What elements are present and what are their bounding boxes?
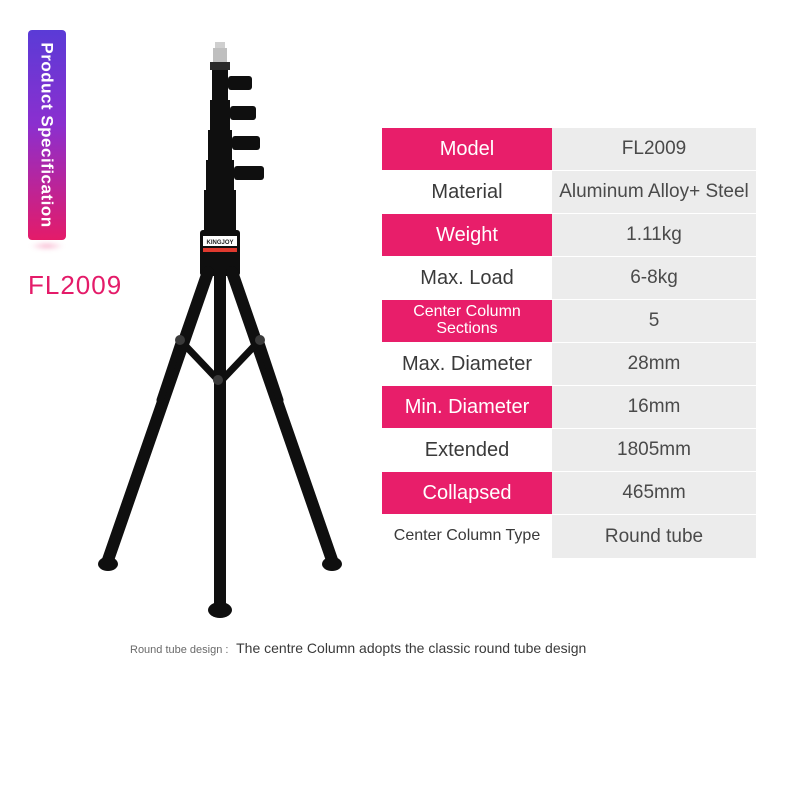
spec-label: Max. Load: [382, 257, 552, 299]
spec-row: Weight 1.11kg: [382, 214, 756, 257]
spec-row: Max. Load 6-8kg: [382, 257, 756, 300]
spec-row: Model FL2009: [382, 128, 756, 171]
spec-label: Weight: [382, 214, 552, 256]
spec-value: FL2009: [552, 128, 756, 170]
design-note-body: The centre Column adopts the classic rou…: [236, 640, 586, 656]
spec-label: Min. Diameter: [382, 386, 552, 428]
spec-value: 5: [552, 300, 756, 342]
spec-value: 28mm: [552, 343, 756, 385]
spec-row: Center Column Type Round tube: [382, 515, 756, 558]
spec-label: Collapsed: [382, 472, 552, 514]
spec-value: Round tube: [552, 515, 756, 558]
spec-label: Material: [382, 171, 552, 213]
spec-value: 1.11kg: [552, 214, 756, 256]
spec-value: 16mm: [552, 386, 756, 428]
spec-row: Center Column Sections 5: [382, 300, 756, 343]
product-spec-card: Product Specification FL2009 KINGJOY: [0, 0, 800, 800]
spec-label: Center Column Type: [382, 515, 552, 558]
section-badge: Product Specification: [28, 30, 66, 240]
spec-label: Model: [382, 128, 552, 170]
spec-row: Min. Diameter 16mm: [382, 386, 756, 429]
tripod-illustration: KINGJOY: [90, 40, 350, 620]
spec-table: Model FL2009 Material Aluminum Alloy+ St…: [382, 128, 756, 558]
spec-label: Max. Diameter: [382, 343, 552, 385]
spec-row: Max. Diameter 28mm: [382, 343, 756, 386]
spec-label: Extended: [382, 429, 552, 471]
spec-label: Center Column Sections: [382, 300, 552, 342]
badge-shadow: [30, 242, 64, 250]
section-badge-text: Product Specification: [37, 42, 57, 227]
spec-value: 1805mm: [552, 429, 756, 471]
spec-value: 6-8kg: [552, 257, 756, 299]
spec-row: Collapsed 465mm: [382, 472, 756, 515]
design-note-lead: Round tube design :: [130, 644, 228, 656]
spec-row: Material Aluminum Alloy+ Steel: [382, 171, 756, 214]
svg-text:KINGJOY: KINGJOY: [206, 240, 233, 246]
spec-value: Aluminum Alloy+ Steel: [552, 171, 756, 213]
spec-value: 465mm: [552, 472, 756, 514]
spec-row: Extended 1805mm: [382, 429, 756, 472]
design-note: Round tube design : The centre Column ad…: [130, 640, 730, 656]
